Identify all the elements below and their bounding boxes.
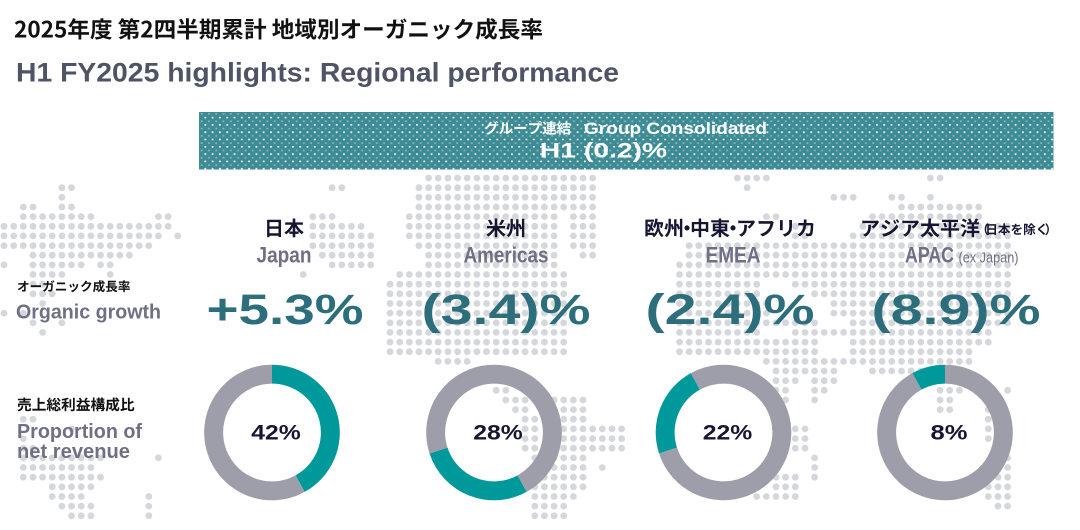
svg-text:42%: 42% <box>251 422 301 445</box>
svg-text:(8.9)%: (8.9)% <box>872 286 1041 334</box>
svg-text:EMEA: EMEA <box>706 243 761 268</box>
svg-text:H1 FY2025 highlights: Regional: H1 FY2025 highlights: Regional performan… <box>16 58 619 88</box>
svg-text:Organic growth: Organic growth <box>16 301 161 324</box>
svg-text:Japan: Japan <box>257 243 312 268</box>
svg-text:APAC: APAC <box>905 243 954 268</box>
svg-text:28%: 28% <box>473 422 523 445</box>
svg-text:(ex Japan): (ex Japan) <box>959 250 1019 267</box>
svg-text:(3.4)%: (3.4)% <box>422 286 591 334</box>
svg-text:8%: 8% <box>931 422 968 445</box>
svg-text:+5.3%: +5.3% <box>207 286 364 334</box>
svg-text:H1 (0.2)%: H1 (0.2)% <box>540 139 668 163</box>
svg-text:Americas: Americas <box>464 243 549 268</box>
svg-text:(2.4)%: (2.4)% <box>646 286 815 334</box>
svg-text:Proportion of: Proportion of <box>17 420 142 443</box>
svg-text:net revenue: net revenue <box>17 440 130 463</box>
svg-text:Group Consolidated: Group Consolidated <box>584 120 767 138</box>
svg-text:22%: 22% <box>703 422 753 445</box>
